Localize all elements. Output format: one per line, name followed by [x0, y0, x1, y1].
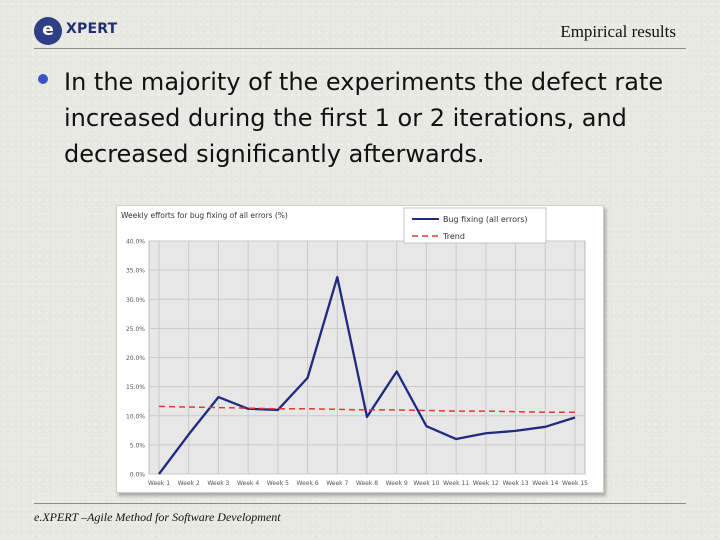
x-tick-label: Week 3: [207, 480, 229, 487]
line-chart: 0.0% 5.0% 10.0% 15.0% 20.0% 25.0% 30.0% 35.0% 40…: [116, 205, 604, 493]
chart-title: Weekly efforts for bug fixing of all err…: [121, 211, 288, 220]
chart-legend: Bug fixing (all errors) Trend: [403, 207, 547, 244]
x-tick-label: Week 13: [503, 480, 529, 487]
x-tick-label: Week 11: [443, 480, 469, 487]
y-tick-label: 30.0%: [126, 297, 145, 304]
x-tick-label: Week 5: [267, 480, 289, 487]
x-tick-label: Week 9: [386, 480, 408, 487]
y-tick-label: 25.0%: [126, 326, 145, 333]
logo-letter: e: [34, 17, 62, 45]
x-tick-label: Week 12: [473, 480, 499, 487]
legend-label: Bug fixing (all errors): [443, 215, 528, 224]
y-tick-label: 40.0%: [126, 239, 145, 246]
axis-labels: 0.0% 5.0% 10.0% 15.0% 20.0% 25.0% 30.0% 35.0% 40…: [126, 239, 588, 488]
x-tick-label: Week 14: [532, 480, 558, 487]
bullet-text: In the majority of the experiments the d…: [64, 68, 664, 168]
y-tick-label: 10.0%: [126, 413, 145, 420]
y-tick-label: 20.0%: [126, 355, 145, 362]
chart-svg: 0.0% 5.0% 10.0% 15.0% 20.0% 25.0% 30.0% 35.0% 40…: [121, 207, 588, 488]
x-tick-label: Week 4: [237, 480, 259, 487]
footer-text: e.XPERT –Agile Method for Software Devel…: [34, 510, 281, 524]
legend-box: [403, 207, 547, 244]
gridlines: [149, 240, 585, 475]
footer-divider: [34, 503, 686, 504]
logo-word: XPERT: [66, 21, 118, 37]
y-tick-label: 15.0%: [126, 384, 145, 391]
header-divider: [34, 48, 686, 49]
y-tick-label: 5.0%: [130, 442, 146, 449]
x-tick-label: Week 10: [413, 480, 439, 487]
y-tick-label: 0.0%: [130, 472, 146, 479]
expert-logo: e XPERT: [34, 16, 118, 48]
x-tick-label: Week 2: [178, 480, 200, 487]
legend-label: Trend: [442, 232, 465, 241]
bullet-dot-icon: [38, 74, 48, 84]
y-tick-label: 35.0%: [126, 268, 145, 275]
x-tick-label: Week 7: [326, 480, 348, 487]
series-lines: [158, 275, 576, 475]
bullet-item: In the majority of the experiments the d…: [30, 64, 690, 172]
x-tick-label: Week 8: [356, 480, 378, 487]
x-tick-label: Week 15: [562, 480, 588, 487]
x-tick-label: Week 1: [148, 480, 170, 487]
slide-title: Empirical results: [560, 22, 676, 41]
x-tick-label: Week 6: [296, 480, 318, 487]
series-line-0: [158, 275, 576, 475]
